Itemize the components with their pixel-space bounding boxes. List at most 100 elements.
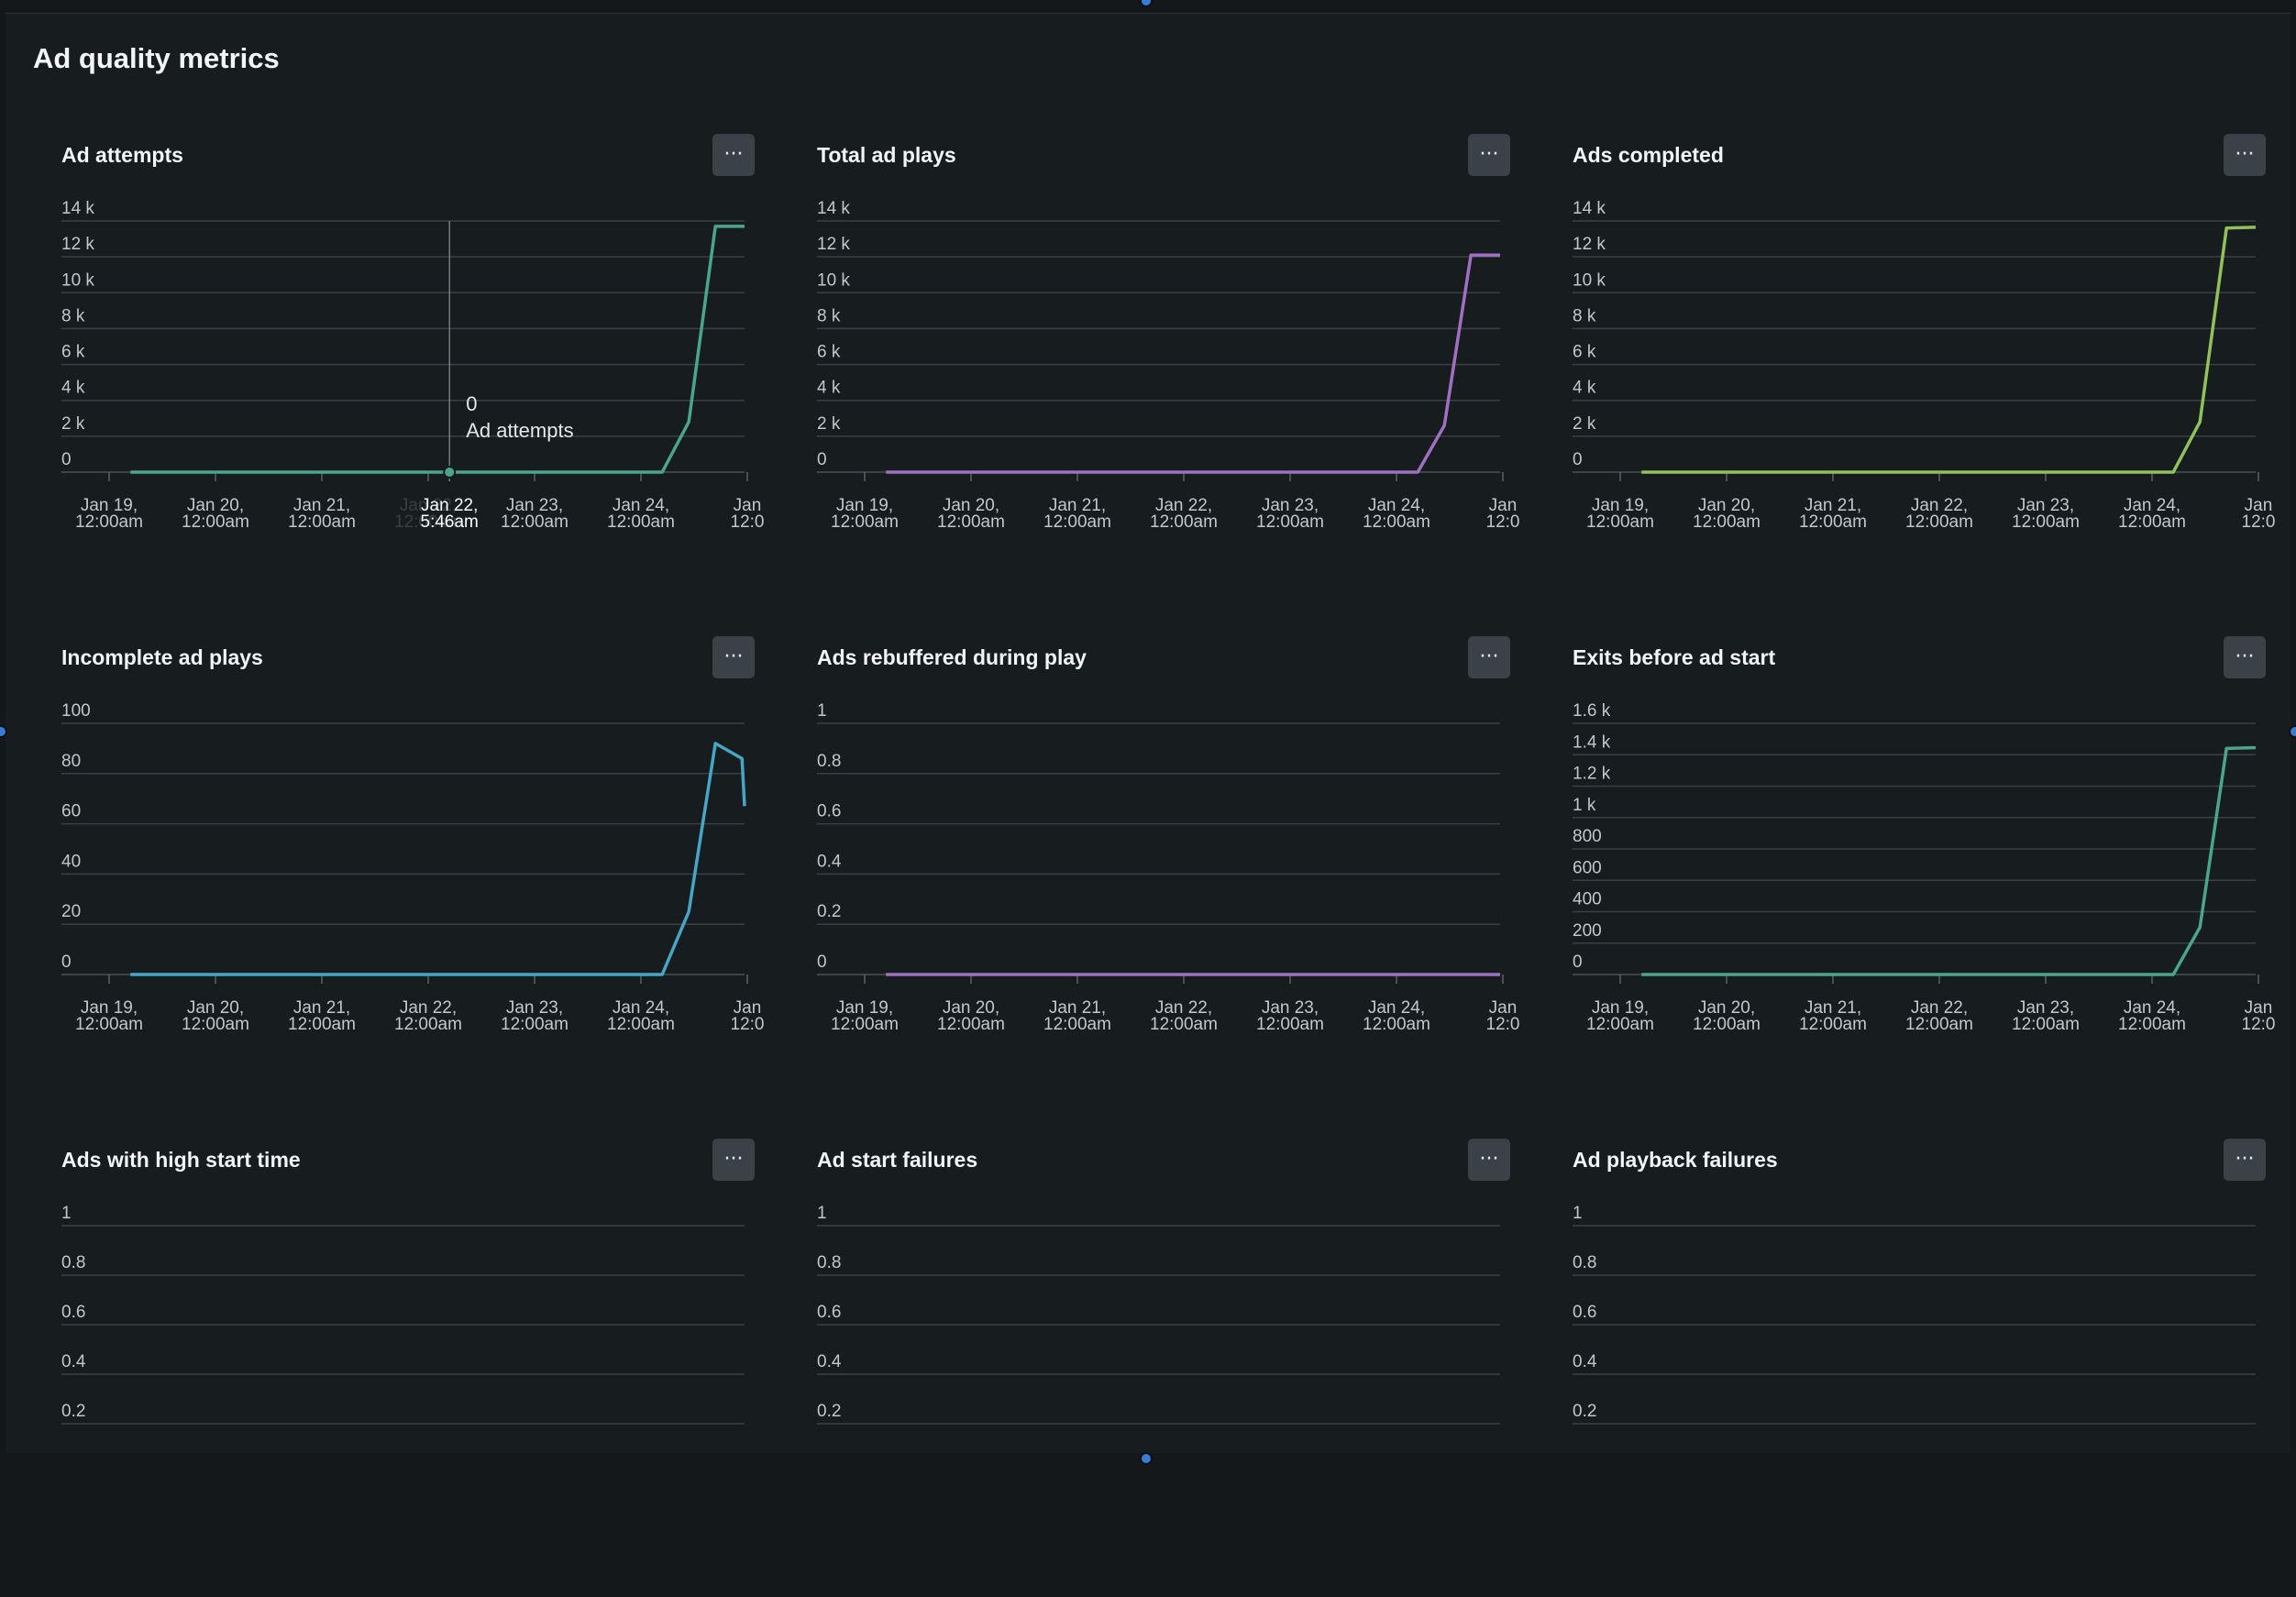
y-tick-label: 0.2 — [817, 1402, 841, 1421]
x-tick-label: Jan 21, — [1805, 998, 1861, 1018]
y-tick-label: 0.2 — [817, 902, 841, 921]
chart-menu-button[interactable]: ··· — [2224, 1139, 2266, 1181]
x-tick-label: 12:00am — [2012, 1015, 2080, 1034]
x-tick-label: 12:00am — [288, 1015, 356, 1034]
chart-menu-button[interactable]: ··· — [712, 134, 755, 176]
x-tick-label: Jan — [734, 998, 762, 1018]
y-tick-label: 0.2 — [1573, 1402, 1596, 1421]
x-tick-label: 12:0 — [731, 1015, 765, 1034]
hover-point[interactable] — [443, 466, 457, 479]
series-line[interactable] — [130, 225, 745, 474]
y-tick-label: 0.4 — [817, 1352, 842, 1371]
y-tick-label: 0 — [1573, 953, 1583, 972]
y-tick-label: 60 — [61, 802, 81, 821]
tooltip-value: 0 — [466, 392, 477, 415]
chart-panel-ads-with-high-start-time: Ads with high start time ··· 1 0.8 0.6 0.4 0.2 — [61, 1139, 755, 1597]
y-tick-label: 6 k — [817, 343, 841, 362]
y-tick-label: 12 k — [817, 235, 850, 254]
x-tick-label: 12:00am — [1586, 1015, 1654, 1034]
y-tick-label: 6 k — [61, 343, 85, 362]
y-tick-label: 0.4 — [61, 1352, 86, 1371]
y-tick-label: 10 k — [61, 270, 94, 290]
chart-menu-button[interactable]: ··· — [712, 1139, 755, 1181]
y-tick-label: 0.4 — [817, 852, 842, 871]
chart-menu-button[interactable]: ··· — [2224, 134, 2266, 176]
x-tick-label: 12:00am — [937, 1015, 1005, 1034]
x-tick-label: 12:00am — [1150, 1015, 1218, 1034]
y-tick-label: 10 k — [1573, 270, 1606, 290]
y-tick-label: 10 k — [817, 270, 850, 290]
x-tick-label: Jan 20, — [187, 496, 244, 515]
y-tick-label: 14 k — [61, 199, 94, 218]
y-tick-label: 1 — [61, 1204, 72, 1223]
y-tick-label: 0.8 — [1573, 1253, 1596, 1272]
y-tick-label: 100 — [61, 701, 91, 721]
y-tick-label: 40 — [61, 852, 81, 871]
chart-title: Incomplete ad plays — [61, 645, 263, 669]
y-tick-label: 1.4 k — [1573, 732, 1611, 752]
x-tick-label: Jan 20, — [187, 998, 244, 1018]
x-tick-label: Jan 19, — [81, 998, 138, 1018]
y-tick-label: 80 — [61, 752, 81, 771]
y-tick-label: 1 — [817, 1204, 827, 1223]
chart-menu-button[interactable]: ··· — [1468, 1139, 1510, 1181]
y-tick-label: 800 — [1573, 827, 1602, 846]
y-tick-label: 0.6 — [817, 802, 841, 821]
x-tick-label: Jan — [2245, 496, 2273, 515]
series-line[interactable] — [886, 253, 1500, 474]
y-tick-label: 8 k — [61, 306, 85, 325]
x-tick-label: Jan 24, — [1368, 998, 1425, 1018]
y-tick-label: 0 — [817, 450, 827, 469]
y-tick-label: 200 — [1573, 921, 1602, 941]
x-tick-label: 12:00am — [831, 1015, 899, 1034]
x-tick-label: 12:00am — [182, 512, 249, 532]
x-tick-label: Jan 20, — [1698, 998, 1755, 1018]
x-tick-label: Jan 22, — [1911, 496, 1968, 515]
x-tick-label: 12:00am — [501, 512, 568, 532]
y-tick-label: 8 k — [817, 306, 841, 325]
x-tick-label: 12:00am — [937, 512, 1005, 532]
x-tick-label: Jan 19, — [1592, 496, 1649, 515]
x-tick-label: 12:00am — [1693, 512, 1761, 532]
y-tick-label: 0.2 — [61, 1402, 85, 1421]
resize-handle-top[interactable] — [1140, 0, 1153, 7]
x-tick-label: Jan 20, — [943, 998, 999, 1018]
series-line[interactable] — [130, 742, 746, 976]
x-tick-label: 12:00am — [182, 1015, 249, 1034]
x-tick-label: 12:00am — [288, 512, 356, 532]
chart-menu-button[interactable]: ··· — [1468, 134, 1510, 176]
chart-menu-button[interactable]: ··· — [1468, 636, 1510, 678]
x-tick-label: 12:00am — [607, 512, 675, 532]
x-tick-label: 12:00am — [1799, 512, 1867, 532]
resize-handle-left[interactable] — [0, 725, 7, 738]
x-tick-label: 12:00am — [1150, 512, 1218, 532]
x-tick-label: Jan 19, — [81, 496, 138, 515]
y-tick-label: 0.6 — [1573, 1303, 1596, 1322]
x-tick-label: Jan 22, — [1155, 998, 1212, 1018]
x-tick-label: 12:0 — [2242, 512, 2276, 532]
y-tick-label: 0 — [1573, 450, 1583, 469]
chart-title: Ad playback failures — [1573, 1148, 1778, 1172]
resize-handle-right[interactable] — [2289, 725, 2296, 738]
hover-time-label: 5:46am — [421, 512, 479, 532]
x-tick-label: Jan 21, — [293, 496, 350, 515]
x-tick-label: 12:00am — [394, 512, 462, 532]
chart-menu-button[interactable]: ··· — [712, 636, 755, 678]
chart-menu-button[interactable]: ··· — [2224, 636, 2266, 678]
line-chart: 1 0.8 0.6 0.4 0.2 — [817, 1204, 1500, 1425]
chart-title: Ads rebuffered during play — [817, 645, 1087, 669]
series-line[interactable] — [1641, 226, 2257, 474]
series-line[interactable] — [1641, 745, 2257, 976]
x-tick-label: Jan 22, — [400, 496, 457, 515]
chart-title: Ad start failures — [817, 1148, 978, 1172]
line-chart: 1 0.8 0.6 0.4 0.2 — [61, 1204, 745, 1425]
y-tick-label: 1 — [1573, 1204, 1583, 1223]
x-tick-label: 12:00am — [501, 1015, 568, 1034]
y-tick-label: 14 k — [817, 199, 850, 218]
x-tick-label: 12:0 — [1486, 512, 1520, 532]
